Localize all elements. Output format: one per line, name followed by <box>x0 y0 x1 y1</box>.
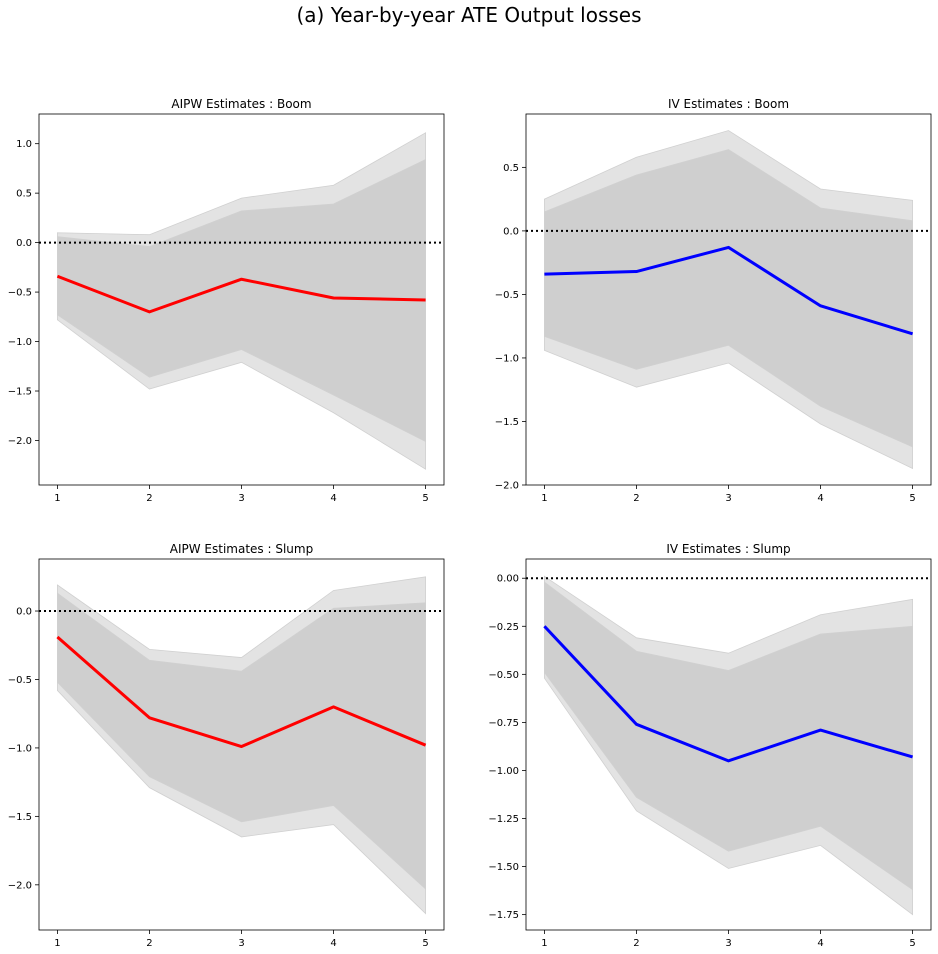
y-tick-label: 0.5 <box>16 189 32 200</box>
estimate-line <box>56 635 427 749</box>
estimate-line <box>544 245 914 336</box>
estimate-line <box>56 274 426 314</box>
y-tick-label: 0.0 <box>16 607 32 618</box>
x-tick-label: 3 <box>725 938 731 949</box>
panel-title: IV Estimates : Boom <box>668 97 789 111</box>
panel-title: IV Estimates : Slump <box>666 542 790 556</box>
y-tick-label: −0.5 <box>8 288 32 299</box>
x-tick-label: 2 <box>146 938 152 949</box>
y-tick-label: −2.0 <box>495 481 519 492</box>
inner-confidence-band <box>57 592 426 890</box>
y-tick-label: −1.5 <box>8 387 32 398</box>
y-tick-label: −1.0 <box>8 337 32 348</box>
inner-confidence-band <box>57 158 426 443</box>
x-tick-label: 3 <box>238 938 244 949</box>
y-tick-label: 0.0 <box>16 238 32 249</box>
x-tick-label: 4 <box>817 938 823 949</box>
x-tick-label: 1 <box>54 938 60 949</box>
y-tick-label: −1.0 <box>495 353 519 364</box>
inner-confidence-band <box>544 149 913 448</box>
panel-title: AIPW Estimates : Boom <box>171 97 311 111</box>
y-tick-label: −1.0 <box>8 743 32 754</box>
x-tick-label: 2 <box>146 493 152 504</box>
y-tick-label: −0.50 <box>488 670 519 681</box>
x-tick-label: 1 <box>541 493 547 504</box>
y-tick-label: 0.5 <box>503 163 519 174</box>
y-tick-label: −2.0 <box>8 436 32 447</box>
y-tick-label: 0.0 <box>503 226 519 237</box>
x-tick-label: 5 <box>909 493 915 504</box>
x-tick-label: 1 <box>54 493 60 504</box>
inner-confidence-band <box>544 581 913 891</box>
figure-title: (a) Year-by-year ATE Output losses <box>296 3 642 27</box>
x-tick-label: 3 <box>725 493 731 504</box>
panel-title: AIPW Estimates : Slump <box>170 542 313 556</box>
y-tick-label: 0.00 <box>497 574 519 585</box>
y-tick-label: −0.75 <box>488 718 519 729</box>
x-tick-label: 3 <box>238 493 244 504</box>
y-tick-label: −1.50 <box>488 862 519 873</box>
x-tick-label: 5 <box>422 493 428 504</box>
panel-1: AIPW Estimates : Boom 1 2 3 4 5 1.0 0.5 0.0 −0.5 −… <box>8 97 445 504</box>
panel-3: AIPW Estimates : Slump 1 2 3 4 5 0.0 −0.5 −1.0 −1… <box>8 542 445 949</box>
panel-2: IV Estimates : Boom 1 2 3 4 5 0.5 0.0 −0.5 −1.0 −1… <box>495 97 932 504</box>
x-tick-label: 2 <box>633 938 639 949</box>
x-tick-label: 2 <box>633 493 639 504</box>
y-tick-label: −0.5 <box>495 290 519 301</box>
x-tick-label: 4 <box>330 493 336 504</box>
y-tick-label: −1.00 <box>488 766 519 777</box>
y-tick-label: −1.5 <box>8 812 32 823</box>
y-tick-label: −1.25 <box>488 814 519 825</box>
y-tick-label: −0.5 <box>8 675 32 686</box>
y-tick-label: −1.5 <box>495 417 519 428</box>
x-tick-label: 5 <box>422 938 428 949</box>
estimate-line <box>543 625 914 763</box>
x-tick-label: 4 <box>330 938 336 949</box>
x-tick-label: 4 <box>817 493 823 504</box>
y-tick-label: −1.75 <box>488 910 519 921</box>
panel-4: IV Estimates : Slump 1 2 3 4 5 0.00 −0.25 −0.50 −… <box>488 542 932 949</box>
y-tick-label: −2.0 <box>8 880 32 891</box>
y-tick-label: 1.0 <box>16 139 32 150</box>
y-tick-label: −0.25 <box>488 622 519 633</box>
x-tick-label: 5 <box>909 938 915 949</box>
x-tick-label: 1 <box>541 938 547 949</box>
